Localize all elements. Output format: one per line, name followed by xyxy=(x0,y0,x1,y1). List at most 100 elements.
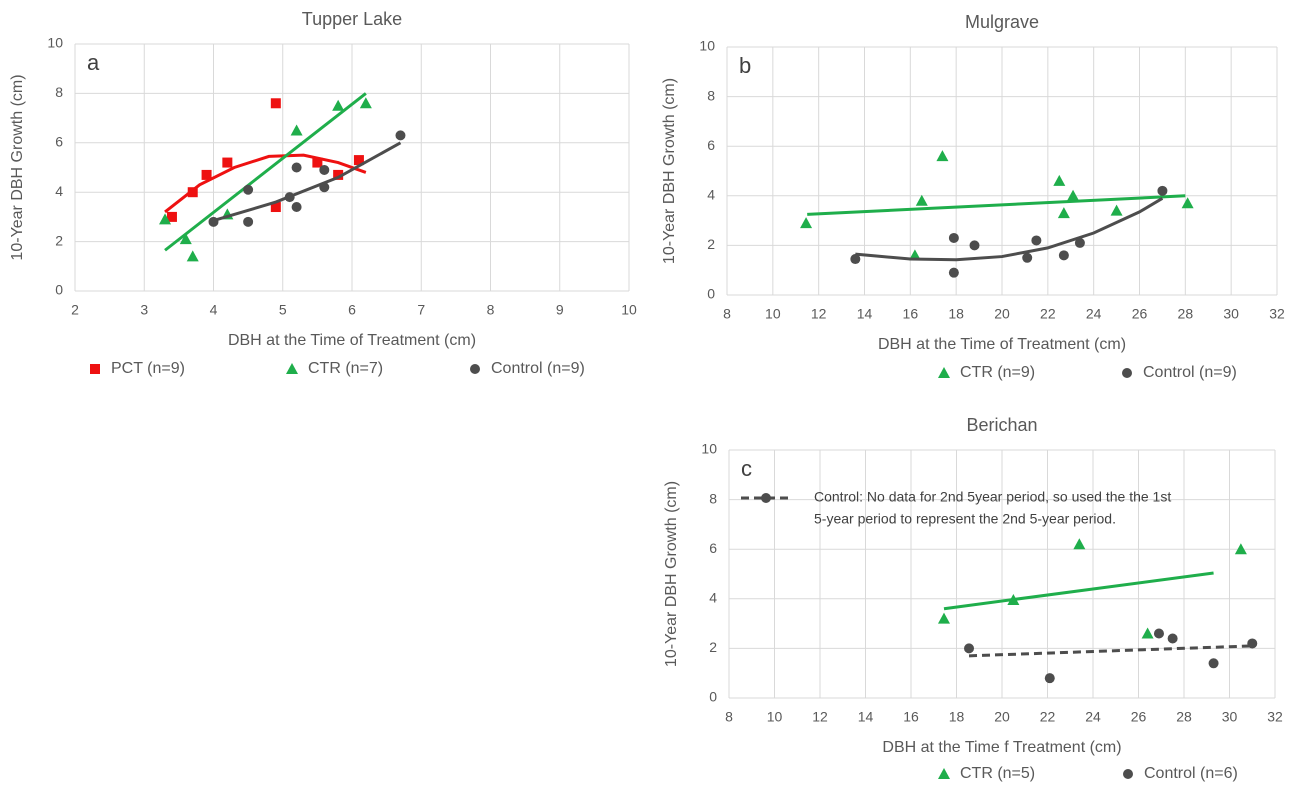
x-tick-label: 32 xyxy=(1269,306,1285,322)
data-point xyxy=(1157,185,1168,196)
annotation-symbol xyxy=(761,493,771,503)
x-tick-label: 28 xyxy=(1176,709,1192,725)
y-axis-label: 10-Year DBH Growth (cm) xyxy=(661,78,678,264)
x-tick-label: 10 xyxy=(765,306,781,322)
data-point xyxy=(948,232,959,243)
x-tick-label: 32 xyxy=(1267,709,1283,725)
data-point xyxy=(319,164,330,175)
data-point xyxy=(1007,594,1020,606)
legend-symbol xyxy=(90,364,100,374)
data-point xyxy=(359,97,372,109)
data-point xyxy=(1141,627,1154,639)
x-tick-label: 10 xyxy=(621,302,637,318)
data-point xyxy=(1074,237,1085,248)
y-tick-label: 10 xyxy=(47,35,63,51)
data-point xyxy=(915,194,928,206)
x-tick-label: 22 xyxy=(1040,709,1056,725)
data-point xyxy=(333,169,344,180)
x-tick-label: 10 xyxy=(767,709,783,725)
data-point xyxy=(179,233,192,245)
legend-symbol xyxy=(286,363,298,374)
legend-label: Control (n=9) xyxy=(491,360,585,377)
y-tick-label: 8 xyxy=(707,87,715,103)
y-tick-label: 10 xyxy=(699,38,715,54)
data-point xyxy=(312,157,323,168)
trend-line xyxy=(807,194,1186,216)
legend-symbol xyxy=(938,367,950,378)
x-tick-label: 5 xyxy=(279,302,287,318)
data-point xyxy=(291,162,302,173)
x-tick-label: 18 xyxy=(949,709,965,725)
data-point xyxy=(1067,189,1080,201)
x-tick-label: 12 xyxy=(812,709,828,725)
y-tick-label: 8 xyxy=(55,84,63,100)
trend-line xyxy=(164,92,367,252)
x-tick-label: 8 xyxy=(725,709,733,725)
data-point xyxy=(284,192,295,203)
y-tick-label: 2 xyxy=(707,236,715,252)
y-tick-label: 8 xyxy=(709,490,717,506)
y-tick-label: 6 xyxy=(709,540,717,556)
legend-label: PCT (n=9) xyxy=(111,360,185,377)
x-tick-label: 30 xyxy=(1222,709,1238,725)
y-tick-label: 0 xyxy=(707,286,715,302)
legend-label: Control (n=6) xyxy=(1144,765,1238,782)
x-tick-label: 28 xyxy=(1178,306,1194,322)
x-tick-label: 24 xyxy=(1086,306,1102,322)
x-tick-label: 20 xyxy=(994,306,1010,322)
x-tick-label: 12 xyxy=(811,306,827,322)
x-tick-label: 3 xyxy=(140,302,148,318)
annotation: 5-year period to represent the 2nd 5-yea… xyxy=(814,511,1116,527)
data-point xyxy=(166,211,177,222)
data-point xyxy=(1044,673,1055,684)
data-point xyxy=(1031,235,1042,246)
y-tick-label: 2 xyxy=(55,232,63,248)
y-axis-label: 10-Year DBH Growth (cm) xyxy=(9,74,26,260)
x-tick-label: 9 xyxy=(556,302,564,318)
trend-line xyxy=(164,153,367,214)
data-point xyxy=(1234,543,1247,555)
data-point xyxy=(1110,204,1123,216)
x-tick-label: 8 xyxy=(487,302,495,318)
data-point xyxy=(1053,174,1066,186)
data-point xyxy=(1022,252,1033,263)
data-point xyxy=(270,98,281,109)
y-tick-label: 10 xyxy=(701,441,717,457)
trend-line xyxy=(855,196,1164,262)
data-point xyxy=(186,250,199,262)
panel-label: c xyxy=(741,456,752,481)
data-point xyxy=(332,99,345,111)
x-tick-label: 14 xyxy=(858,709,874,725)
trend-line xyxy=(213,141,402,223)
x-tick-label: 26 xyxy=(1131,709,1147,725)
data-point xyxy=(243,216,254,227)
panel-label: a xyxy=(87,50,100,75)
data-point xyxy=(1181,197,1194,209)
x-axis-label: DBH at the Time of Treatment (cm) xyxy=(228,332,476,349)
chart-title: Berichan xyxy=(966,415,1037,435)
data-point xyxy=(937,612,950,624)
legend-label: CTR (n=9) xyxy=(960,364,1035,381)
x-tick-label: 8 xyxy=(723,306,731,322)
y-tick-label: 4 xyxy=(55,183,63,199)
x-tick-label: 6 xyxy=(348,302,356,318)
x-tick-label: 30 xyxy=(1223,306,1239,322)
data-point xyxy=(800,217,813,229)
legend-symbol xyxy=(470,364,480,374)
data-point xyxy=(159,213,172,225)
data-point xyxy=(969,240,980,251)
data-point xyxy=(353,155,364,166)
data-point xyxy=(291,202,302,213)
x-tick-label: 4 xyxy=(210,302,218,318)
data-point xyxy=(395,130,406,141)
data-point xyxy=(1153,628,1164,639)
data-point xyxy=(201,169,212,180)
x-axis-label: DBH at the Time of Treatment (cm) xyxy=(878,336,1126,353)
legend-symbol xyxy=(1123,769,1133,779)
x-tick-label: 18 xyxy=(948,306,964,322)
x-tick-label: 20 xyxy=(994,709,1010,725)
data-point xyxy=(850,254,861,265)
y-tick-label: 6 xyxy=(707,137,715,153)
y-tick-label: 2 xyxy=(709,639,717,655)
data-point xyxy=(243,184,254,195)
